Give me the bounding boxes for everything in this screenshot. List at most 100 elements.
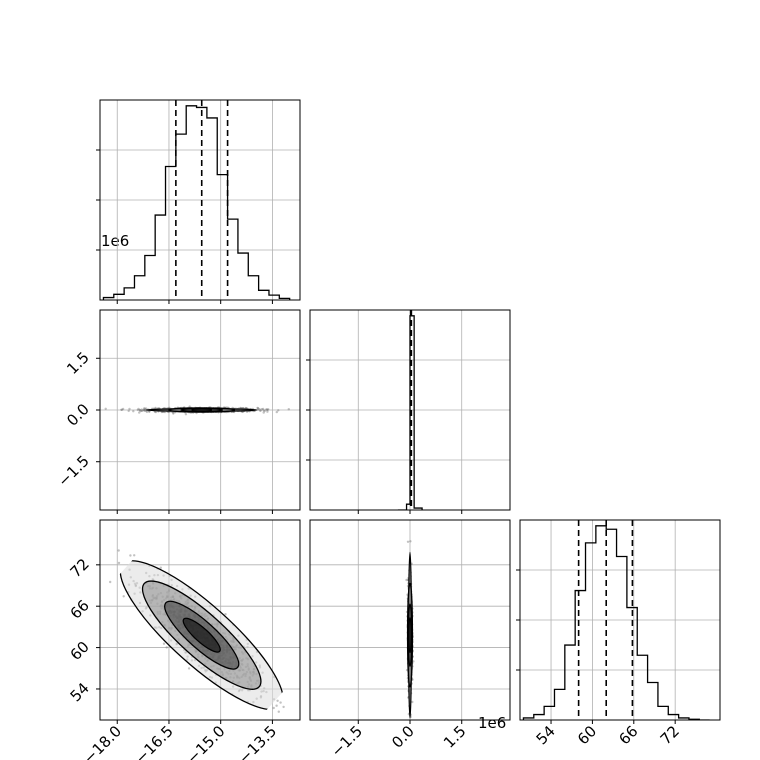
sample-point — [262, 409, 265, 412]
sample-point — [279, 701, 282, 704]
x-tick-label: −16.5 — [132, 722, 177, 760]
density-contour — [182, 617, 221, 653]
panel-1-0: 1.5 0.0 −1.5 — [54, 309, 301, 514]
x-tick-label: −1.5 — [328, 722, 366, 760]
y-tick-label: 54 — [67, 679, 93, 705]
sample-point — [184, 413, 188, 416]
sample-point — [275, 410, 278, 414]
sample-point — [279, 727, 281, 729]
sample-point — [267, 408, 270, 411]
sample-point — [141, 409, 144, 412]
histogram-p0 — [102, 105, 291, 300]
sample-point — [259, 409, 262, 412]
sample-point — [266, 408, 269, 412]
sample-point — [154, 410, 158, 414]
sample-point — [260, 408, 263, 411]
sample-point — [276, 699, 279, 702]
y-offset-label: 1e6 — [101, 232, 129, 250]
sample-point — [148, 410, 151, 413]
sample-point — [263, 409, 266, 413]
sample-point — [120, 408, 123, 411]
sample-point — [117, 549, 120, 552]
sample-point — [256, 408, 260, 411]
sample-point — [140, 409, 143, 413]
sample-point — [265, 408, 269, 411]
y-tick-label: 66 — [67, 596, 93, 622]
y-tick-label: 60 — [67, 638, 93, 664]
y-tick-label: 1.5 — [63, 348, 93, 378]
sample-point — [142, 409, 146, 412]
x-tick-label: −18.0 — [80, 722, 125, 760]
sample-point — [405, 578, 408, 582]
sample-point — [275, 704, 278, 707]
panel-frame — [99, 99, 301, 301]
sample-point — [277, 409, 280, 412]
sample-point — [128, 407, 131, 411]
sample-point — [133, 554, 136, 557]
sample-point — [138, 411, 141, 414]
histogram-p2 — [522, 525, 710, 720]
sample-point — [121, 407, 125, 411]
density-contour — [191, 408, 213, 412]
sample-point — [148, 410, 151, 413]
sample-point — [132, 410, 135, 413]
sample-point — [224, 613, 227, 616]
y-tick-label: 0.0 — [63, 400, 93, 430]
sample-point — [117, 561, 121, 565]
sample-point — [142, 408, 145, 412]
sample-point — [143, 407, 146, 410]
sample-point — [261, 407, 265, 411]
sample-point — [138, 409, 142, 412]
sample-point — [97, 548, 99, 550]
sample-point — [140, 408, 143, 411]
sample-point — [109, 580, 112, 584]
sample-point — [144, 407, 148, 410]
density-contour — [408, 617, 412, 654]
panel-1-1 — [306, 309, 511, 514]
sample-point — [172, 412, 175, 415]
sample-point — [143, 407, 146, 410]
x-tick-label: 0.0 — [388, 722, 418, 752]
panel-frame — [309, 309, 511, 511]
sample-point — [258, 408, 261, 411]
x-tick-label: −13.5 — [235, 722, 280, 760]
panel-frame — [99, 519, 301, 721]
sample-point — [143, 408, 146, 412]
x-offset-label: 1e6 — [478, 714, 506, 732]
sample-point — [287, 408, 290, 411]
x-tick-label: 1.5 — [440, 722, 470, 752]
sample-point — [143, 409, 147, 412]
sample-point — [187, 667, 191, 670]
sample-point — [165, 646, 168, 649]
sample-point — [272, 706, 275, 710]
sample-point — [144, 408, 147, 412]
panel-0-0 — [96, 99, 301, 304]
sample-point — [129, 554, 132, 557]
sample-point — [145, 410, 149, 414]
sample-point — [154, 406, 157, 410]
sample-point — [136, 408, 139, 412]
sample-point — [138, 408, 141, 412]
x-tick-label: 54 — [533, 722, 559, 748]
sample-point — [159, 566, 162, 569]
x-tick-label: −15.0 — [183, 722, 228, 760]
sample-point — [266, 410, 269, 413]
sample-point — [137, 407, 140, 411]
panel-2-0: 72 66 60 54 −18.0 −16.5 −15.0 −13.5 — [67, 519, 301, 760]
panel-frame — [309, 519, 511, 721]
sample-point — [120, 408, 124, 411]
sample-point — [172, 411, 175, 414]
x-tick-label: 60 — [574, 722, 600, 748]
y-tick-label: 72 — [67, 555, 93, 581]
sample-point — [406, 540, 410, 543]
sample-point — [277, 710, 280, 713]
sample-point — [127, 409, 130, 413]
sample-point — [262, 411, 265, 414]
panel-2-2: 54 60 66 72 — [516, 519, 721, 748]
sample-point — [256, 407, 260, 410]
panel-frame — [99, 309, 301, 511]
y-tick-label: −1.5 — [54, 452, 92, 490]
x-tick-label: 72 — [657, 722, 683, 748]
sample-point — [265, 408, 268, 411]
